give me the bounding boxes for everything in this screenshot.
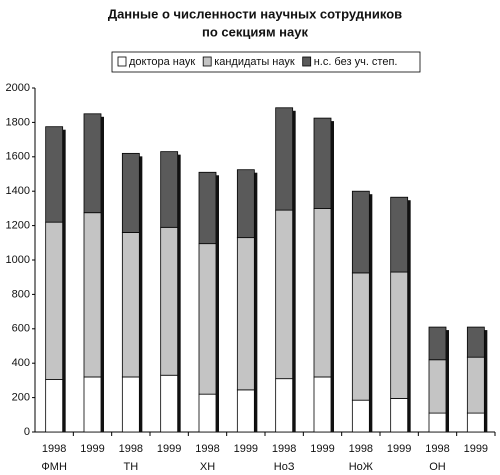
- bar-segment: [236, 237, 255, 391]
- bar-segment: [121, 376, 140, 433]
- legend-swatch: [202, 56, 212, 67]
- chart-title: по секциям наук: [202, 24, 308, 39]
- x-tick-label: 1998: [195, 443, 219, 455]
- bar-segment: [275, 378, 294, 433]
- bar-segment: [351, 190, 370, 274]
- legend-label: доктора наук: [129, 56, 195, 68]
- bar-segment: [428, 412, 447, 433]
- x-tick-label: 1998: [425, 443, 449, 455]
- bar-segment: [313, 207, 332, 378]
- bar-shadow: [139, 156, 143, 433]
- bar-shadow: [292, 110, 296, 432]
- x-tick-label: 1999: [387, 443, 411, 455]
- group-label: ХН: [200, 461, 215, 473]
- bar-segment: [313, 376, 332, 433]
- y-tick-label: 0: [24, 426, 30, 438]
- bar-segment: [428, 326, 447, 361]
- bar-segment: [121, 152, 140, 233]
- bar-segment: [198, 171, 217, 245]
- y-tick-label: 1400: [6, 185, 30, 197]
- legend-label: н.с. без уч. степ.: [314, 56, 398, 68]
- bar-segment: [466, 412, 485, 433]
- bar-segment: [428, 359, 447, 414]
- bar-shadow: [446, 330, 449, 432]
- bar-segment: [160, 374, 179, 433]
- chart-title: Данные о численности научных сотрудников: [108, 6, 402, 21]
- group-label: НоЗ: [274, 461, 295, 473]
- bar-segment: [83, 376, 102, 433]
- bar-segment: [390, 398, 409, 433]
- bar-segment: [45, 379, 64, 433]
- x-tick-label: 1998: [119, 443, 143, 455]
- x-tick-label: 1998: [272, 443, 296, 455]
- y-tick-label: 1800: [6, 116, 30, 128]
- y-tick-label: 1200: [6, 220, 30, 232]
- y-tick-label: 200: [12, 392, 30, 404]
- bar-segment: [466, 356, 485, 414]
- bar-segment: [236, 169, 255, 239]
- y-tick-label: 600: [12, 323, 30, 335]
- bar-segment: [198, 393, 217, 433]
- bar-segment: [275, 107, 294, 211]
- x-tick-label: 1998: [349, 443, 373, 455]
- x-tick-label: 1999: [464, 443, 488, 455]
- x-tick-label: 1998: [42, 443, 66, 455]
- y-tick-label: 1600: [6, 151, 30, 163]
- group-label: ОН: [429, 461, 446, 473]
- bar-shadow: [216, 175, 219, 432]
- x-tick-label: 1999: [234, 443, 258, 455]
- x-tick-label: 1999: [80, 443, 104, 455]
- bar-segment: [198, 243, 217, 395]
- bar-shadow: [331, 121, 334, 432]
- group-label: НоЖ: [349, 461, 373, 473]
- bar-segment: [83, 113, 102, 214]
- group-label: ТН: [123, 461, 138, 473]
- y-tick-label: 400: [12, 357, 30, 369]
- bar-segment: [390, 271, 409, 399]
- legend-swatch: [117, 56, 127, 67]
- bar-segment: [313, 117, 332, 209]
- bar-shadow: [407, 200, 411, 432]
- bar-segment: [351, 399, 370, 433]
- y-tick-label: 800: [12, 288, 30, 300]
- legend-swatch: [302, 56, 312, 67]
- group-label: ФМН: [41, 461, 67, 473]
- x-tick-label: 1999: [310, 443, 334, 455]
- bar-segment: [45, 221, 64, 380]
- bar-segment: [121, 232, 140, 378]
- bar-segment: [160, 226, 179, 376]
- bar-segment: [390, 196, 409, 273]
- y-tick-label: 1000: [6, 254, 30, 266]
- bar-shadow: [254, 172, 258, 432]
- legend-label: кандидаты наук: [214, 56, 295, 68]
- bar-segment: [45, 126, 64, 223]
- bar-segment: [351, 272, 370, 401]
- bar-shadow: [101, 116, 104, 433]
- bar-segment: [466, 326, 485, 358]
- bar-segment: [160, 151, 179, 228]
- legend-box: [111, 51, 421, 73]
- bar-shadow: [369, 194, 373, 432]
- bar-shadow: [177, 154, 181, 432]
- bar-shadow: [484, 330, 488, 432]
- bar-segment: [236, 389, 255, 433]
- bar-segment: [275, 209, 294, 380]
- y-tick-label: 2000: [6, 82, 30, 94]
- bar-segment: [83, 212, 102, 378]
- bar-shadow: [62, 129, 66, 432]
- x-tick-label: 1999: [157, 443, 181, 455]
